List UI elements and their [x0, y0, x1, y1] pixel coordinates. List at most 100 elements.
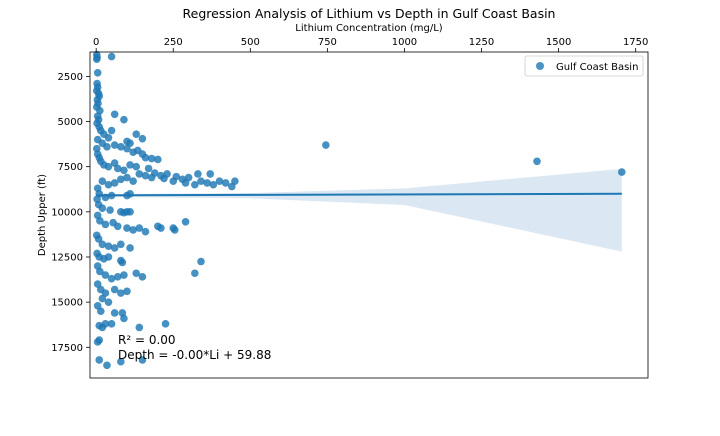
- data-point: [117, 357, 125, 366]
- data-point: [104, 133, 113, 142]
- data-point: [107, 126, 116, 135]
- annotations: R² = 0.00 Depth = -0.00*Li + 59.88: [118, 333, 271, 362]
- regression-equation-annotation: Depth = -0.00*Li + 59.88: [118, 348, 271, 362]
- data-point: [94, 235, 103, 243]
- data-point: [95, 321, 104, 330]
- data-point: [98, 204, 107, 213]
- data-point: [181, 217, 190, 226]
- x-tick-label: 0: [93, 37, 99, 48]
- data-point: [194, 170, 202, 178]
- data-point: [117, 143, 125, 151]
- x-tick-label: 1500: [546, 37, 571, 48]
- r-squared-annotation: R² = 0.00: [118, 333, 176, 347]
- data-point: [231, 177, 239, 185]
- x-tick-label: 1000: [392, 37, 417, 48]
- data-point: [113, 164, 122, 173]
- data-point: [110, 309, 119, 317]
- data-point: [221, 179, 230, 187]
- data-point: [120, 166, 128, 175]
- data-point: [157, 224, 165, 232]
- data-point: [154, 155, 162, 164]
- data-point: [132, 130, 141, 138]
- data-point: [135, 170, 144, 178]
- data-point: [138, 134, 147, 143]
- data-point: [107, 52, 116, 61]
- data-point: [98, 294, 107, 303]
- data-point: [96, 307, 105, 315]
- regression-line-layer: [96, 192, 622, 197]
- x-tick-label: 250: [164, 37, 183, 48]
- data-point: [110, 179, 119, 187]
- legend-box: [524, 55, 644, 77]
- data-point: [93, 68, 102, 77]
- data-point: [120, 314, 128, 323]
- data-point: [123, 287, 131, 296]
- data-point: [191, 180, 199, 189]
- data-point: [104, 253, 113, 261]
- data-point: [126, 189, 134, 198]
- data-point: [96, 267, 104, 276]
- data-point: [123, 144, 131, 153]
- data-point: [110, 110, 119, 119]
- data-point: [144, 164, 153, 173]
- data-point: [98, 240, 107, 249]
- legend-label: Gulf Coast Basin: [556, 62, 638, 73]
- data-point: [104, 180, 113, 189]
- data-point: [104, 298, 113, 306]
- y-tick-label: 17500: [51, 343, 83, 354]
- regression-line: [96, 192, 622, 197]
- data-point: [104, 242, 113, 250]
- data-point: [138, 273, 147, 281]
- data-point: [118, 258, 127, 267]
- data-point: [197, 177, 205, 185]
- data-point: [169, 177, 178, 185]
- x-axis-ticks: 0 250 500 750 1000 1250 1500 1750: [93, 37, 648, 52]
- data-point: [209, 180, 218, 189]
- data-point: [95, 356, 104, 364]
- data-point: [110, 244, 119, 252]
- data-point: [120, 115, 128, 124]
- data-point: [129, 226, 137, 234]
- data-point: [215, 177, 224, 185]
- data-point: [160, 174, 168, 183]
- data-point: [132, 269, 141, 278]
- data-point: [110, 141, 119, 149]
- data-point: [126, 161, 134, 169]
- data-point: [103, 361, 111, 370]
- data-point: [123, 173, 131, 182]
- data-point: [107, 274, 116, 283]
- data-point: [93, 338, 102, 346]
- legend: Gulf Coast Basin: [524, 55, 644, 77]
- data-point: [106, 206, 114, 214]
- data-point: [132, 162, 141, 171]
- data-point: [141, 227, 150, 236]
- data-point: [206, 170, 215, 178]
- data-point: [135, 224, 144, 232]
- y-tick-label: 7500: [58, 162, 83, 173]
- y-axis-label: Depth Upper (ft): [37, 174, 48, 256]
- y-axis-ticks: 2500 5000 7500 10000 12500 15000 17500: [51, 72, 90, 354]
- data-point: [138, 356, 147, 364]
- data-point: [101, 220, 110, 229]
- x-tick-label: 500: [241, 37, 260, 48]
- data-point: [181, 179, 190, 187]
- data-point: [191, 269, 199, 278]
- data-point: [107, 320, 116, 328]
- y-tick-label: 15000: [51, 298, 83, 309]
- data-point: [92, 55, 101, 64]
- data-point: [110, 285, 119, 294]
- data-point: [96, 217, 104, 225]
- data-point: [141, 171, 150, 180]
- data-point: [135, 323, 144, 332]
- data-point: [141, 153, 150, 162]
- x-tick-label: 1750: [623, 37, 648, 48]
- x-tick-label: 750: [318, 37, 337, 48]
- data-point: [203, 179, 211, 187]
- data-point: [117, 240, 125, 249]
- plot-area-frame: [89, 51, 649, 379]
- data-point: [113, 273, 122, 281]
- chart-title: Regression Analysis of Lithium vs Depth …: [183, 6, 556, 21]
- y-tick-label: 2500: [58, 72, 83, 83]
